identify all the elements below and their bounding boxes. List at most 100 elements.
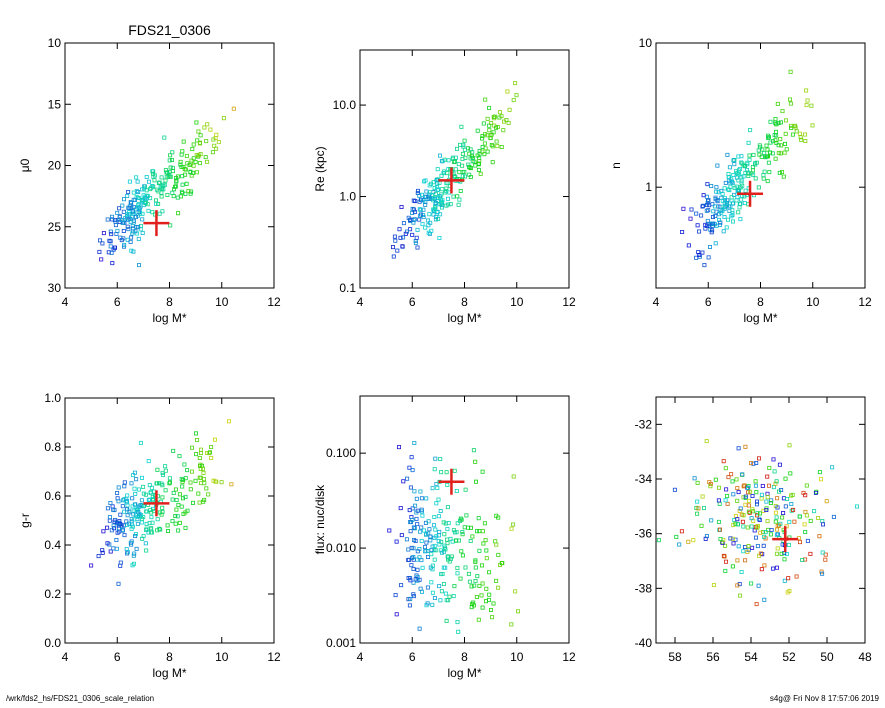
data-point xyxy=(412,489,417,494)
data-point xyxy=(125,212,130,217)
chart-title: FDS21_0306 xyxy=(128,22,211,38)
data-point xyxy=(499,144,504,149)
data-point xyxy=(428,190,433,195)
data-point xyxy=(438,598,443,603)
data-point xyxy=(784,552,789,557)
data-point xyxy=(177,520,182,525)
data-point xyxy=(130,496,135,501)
data-point xyxy=(139,199,144,204)
data-point xyxy=(144,526,149,531)
data-point xyxy=(193,431,198,436)
data-point xyxy=(179,189,184,194)
data-point xyxy=(444,598,449,603)
data-point xyxy=(139,520,144,525)
data-point xyxy=(761,543,766,548)
data-point xyxy=(493,125,498,130)
data-point xyxy=(762,597,767,602)
data-point xyxy=(179,152,184,157)
data-point xyxy=(487,128,492,133)
data-point xyxy=(395,248,400,253)
data-point xyxy=(763,155,768,160)
data-point xyxy=(431,212,436,217)
data-point xyxy=(448,556,453,561)
data-point xyxy=(494,139,499,144)
data-point xyxy=(181,164,186,169)
data-point xyxy=(226,419,231,424)
data-point xyxy=(433,548,438,553)
data-point xyxy=(725,494,730,499)
data-point xyxy=(777,489,782,494)
data-point xyxy=(117,206,122,211)
data-point xyxy=(387,528,392,533)
data-point xyxy=(804,513,809,518)
data-point xyxy=(740,519,745,524)
data-point xyxy=(190,500,195,505)
data-point xyxy=(392,234,397,239)
data-point xyxy=(159,175,164,180)
data-point xyxy=(231,106,236,111)
data-point xyxy=(742,200,747,205)
data-point xyxy=(742,163,747,168)
data-point xyxy=(184,181,189,186)
data-point xyxy=(781,496,786,501)
data-point xyxy=(831,514,836,519)
data-point xyxy=(730,180,735,185)
data-point xyxy=(488,136,493,141)
data-point xyxy=(496,552,501,557)
data-point xyxy=(715,163,720,168)
data-point xyxy=(191,142,196,147)
data-point xyxy=(144,522,149,527)
data-point xyxy=(440,187,445,192)
data-point xyxy=(136,201,141,206)
data-point xyxy=(769,498,774,503)
data-point xyxy=(480,605,485,610)
data-point xyxy=(113,223,118,228)
data-point xyxy=(448,202,453,207)
data-point xyxy=(757,517,762,522)
data-point xyxy=(120,220,125,225)
data-point xyxy=(780,109,785,114)
x-tick-label: 6 xyxy=(409,650,416,664)
data-point xyxy=(786,542,791,547)
data-point xyxy=(127,210,132,215)
data-point xyxy=(702,506,707,511)
data-point xyxy=(447,594,452,599)
data-point xyxy=(494,513,499,518)
data-point xyxy=(157,211,162,216)
y-tick-label: 1.0 xyxy=(44,391,61,405)
data-point xyxy=(413,538,418,543)
y-tick-label: -36 xyxy=(635,527,653,541)
data-point xyxy=(511,98,516,103)
data-point xyxy=(408,578,413,583)
data-point xyxy=(473,558,478,563)
data-point xyxy=(127,508,132,513)
data-point xyxy=(407,557,412,562)
data-point xyxy=(714,185,719,190)
data-point xyxy=(783,504,788,509)
data-point xyxy=(458,188,463,193)
data-point xyxy=(444,186,449,191)
data-point xyxy=(124,547,129,552)
data-point xyxy=(183,167,188,172)
data-point xyxy=(713,195,718,200)
data-point xyxy=(468,174,473,179)
data-point xyxy=(803,138,808,143)
data-point xyxy=(127,179,132,184)
data-point xyxy=(439,470,444,475)
data-point xyxy=(694,255,699,260)
data-point xyxy=(779,143,784,148)
data-point xyxy=(787,519,792,524)
data-point xyxy=(775,546,780,551)
data-point xyxy=(743,545,748,550)
data-point xyxy=(439,199,444,204)
data-point xyxy=(180,174,185,179)
data-point xyxy=(163,178,168,183)
data-point xyxy=(126,227,131,232)
data-point xyxy=(760,147,765,152)
data-point xyxy=(105,541,110,546)
data-point xyxy=(787,443,792,448)
data-point xyxy=(437,235,442,240)
data-point xyxy=(741,549,746,554)
data-point xyxy=(433,456,438,461)
data-point xyxy=(736,522,741,527)
